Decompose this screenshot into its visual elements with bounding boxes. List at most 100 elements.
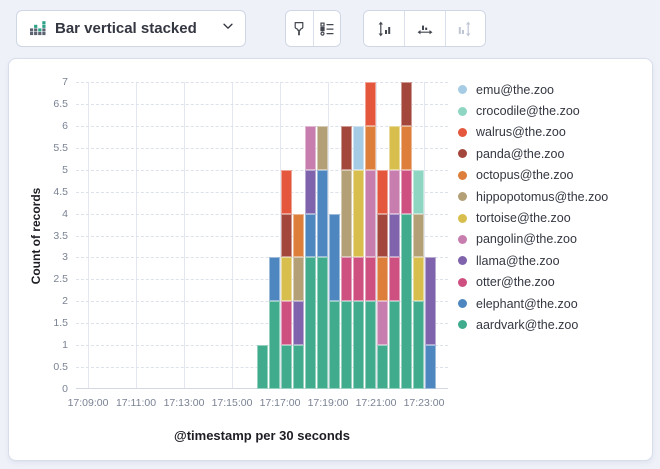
bar-segment[interactable] [364, 301, 376, 389]
visual-options-button[interactable] [286, 11, 313, 46]
x-axis-title: @timestamp per 30 seconds [174, 428, 350, 443]
bar-segment[interactable] [376, 213, 388, 258]
bar-segment[interactable] [400, 169, 412, 214]
y-tick-label: 3.5 [53, 229, 68, 242]
bar-segment[interactable] [376, 169, 388, 214]
legend-list-icon [319, 21, 335, 37]
chart-type-dropdown[interactable]: Bar vertical stacked [16, 10, 246, 47]
bar-segment[interactable] [364, 169, 376, 258]
bar-segment[interactable] [292, 213, 304, 258]
bottom-axis-button[interactable] [404, 11, 445, 46]
bar-segment[interactable] [412, 213, 424, 258]
bar-segment[interactable] [280, 257, 292, 302]
bar-segment[interactable] [412, 301, 424, 389]
bar-segment[interactable] [424, 345, 436, 389]
bar-segment[interactable] [256, 345, 268, 389]
x-tick-label: 17:09:00 [67, 397, 109, 409]
legend-item-label: llama@the.zoo [476, 253, 560, 268]
bar-segment[interactable] [268, 301, 280, 389]
bar-segment[interactable] [388, 169, 400, 214]
bar-segment[interactable] [376, 257, 388, 302]
legend-item[interactable]: emu@the.zoo [458, 79, 648, 100]
bar-segment[interactable] [340, 257, 352, 302]
bar-segment[interactable] [400, 82, 412, 126]
bar-segment[interactable] [352, 257, 364, 302]
legend-dot [458, 277, 467, 287]
bar-segment[interactable] [424, 257, 436, 346]
bar-segment[interactable] [352, 169, 364, 258]
bar-segment[interactable] [268, 257, 280, 302]
y-tick-label: 1 [62, 339, 68, 352]
legend-item[interactable]: otter@the.zoo [458, 272, 648, 293]
bar-segment[interactable] [328, 213, 340, 302]
bar-segment[interactable] [352, 301, 364, 389]
legend-item[interactable]: aardvark@the.zoo [458, 314, 648, 335]
bar-segment[interactable] [340, 125, 352, 170]
bar-segment[interactable] [340, 169, 352, 258]
bar-segment[interactable] [280, 169, 292, 214]
bar-segment[interactable] [376, 301, 388, 346]
grid-hline [76, 279, 448, 281]
bar-segment[interactable] [400, 125, 412, 170]
legend-item[interactable]: crocodile@the.zoo [458, 100, 648, 121]
right-axis-button[interactable] [444, 11, 485, 46]
left-axis-icon [376, 21, 392, 37]
legend-item[interactable]: walrus@the.zoo [458, 122, 648, 143]
bar-segment[interactable] [388, 125, 400, 170]
bar-segment[interactable] [388, 213, 400, 258]
legend-item-label: aardvark@the.zoo [476, 317, 579, 332]
legend-item[interactable]: tortoise@the.zoo [458, 207, 648, 228]
grid-hline [76, 213, 448, 215]
bar-segment[interactable] [292, 257, 304, 302]
bar-segment[interactable] [364, 257, 376, 302]
legend-settings-button[interactable] [312, 11, 340, 46]
bar-segment[interactable] [412, 257, 424, 302]
bar-segment[interactable] [388, 301, 400, 389]
bar-segment[interactable] [304, 213, 316, 258]
bar-segment[interactable] [340, 301, 352, 389]
bar-segment[interactable] [364, 125, 376, 170]
bar-segment[interactable] [412, 169, 424, 214]
bar-segment[interactable] [280, 345, 292, 389]
bar-segment[interactable] [364, 82, 376, 126]
bar-segment[interactable] [388, 257, 400, 302]
bar-segment[interactable] [280, 301, 292, 346]
y-tick-label: 0 [62, 383, 68, 395]
legend-item-label: octopus@the.zoo [476, 168, 574, 183]
bar-segment[interactable] [352, 125, 364, 170]
grid-hline [76, 191, 448, 193]
legend-item[interactable]: hippopotomus@the.zoo [458, 186, 648, 207]
legend-item-label: emu@the.zoo [476, 82, 555, 97]
legend-item[interactable]: pangolin@the.zoo [458, 229, 648, 250]
paintbrush-icon [291, 21, 307, 37]
bar-segment[interactable] [316, 169, 328, 258]
bar-segment[interactable] [328, 301, 340, 389]
legend-item[interactable]: elephant@the.zoo [458, 293, 648, 314]
chevron-down-icon [221, 19, 235, 38]
legend-item-label: hippopotomus@the.zoo [476, 189, 609, 204]
legend-dot [458, 234, 467, 244]
y-tick-label: 3 [62, 251, 68, 264]
bar-segment[interactable] [400, 213, 412, 389]
y-tick-label: 4.5 [53, 185, 68, 198]
bottom-axis-icon [417, 21, 433, 37]
bar-segment[interactable] [292, 345, 304, 389]
bar-segment[interactable] [280, 213, 292, 258]
legend-dot [458, 106, 467, 116]
legend-item-label: crocodile@the.zoo [476, 104, 580, 119]
legend-item[interactable]: llama@the.zoo [458, 250, 648, 271]
bar-segment[interactable] [304, 125, 316, 170]
y-tick-label: 5 [62, 163, 68, 176]
stacked-bar-chart-icon [30, 20, 46, 37]
bar-segment[interactable] [316, 125, 328, 170]
bar-segment[interactable] [376, 345, 388, 389]
bar-segment[interactable] [304, 169, 316, 214]
left-axis-button[interactable] [364, 11, 405, 46]
bar-segment[interactable] [304, 257, 316, 389]
legend-item[interactable]: octopus@the.zoo [458, 165, 648, 186]
legend-item[interactable]: panda@the.zoo [458, 143, 648, 164]
bar-segment[interactable] [316, 257, 328, 389]
bar-segment[interactable] [292, 301, 304, 346]
legend-item-label: walrus@the.zoo [476, 125, 566, 140]
grid-hline [76, 257, 448, 259]
